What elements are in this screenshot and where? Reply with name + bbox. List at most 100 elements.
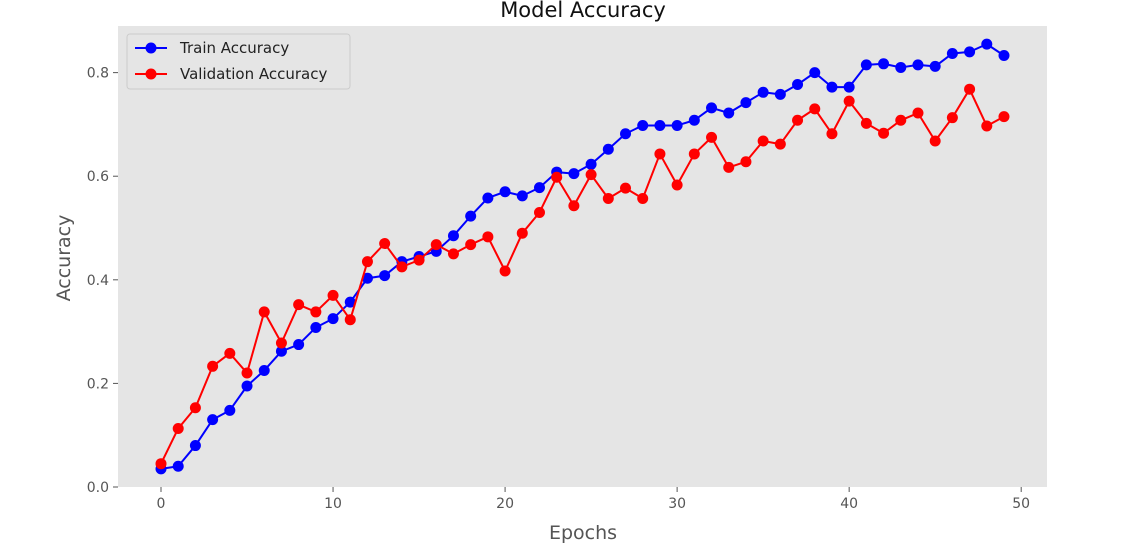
point-train	[998, 50, 1010, 62]
x-tick-label: 20	[496, 496, 514, 512]
point-validation	[757, 135, 769, 147]
point-train	[654, 119, 666, 131]
y-axis: 0.0 0.2 0.4 0.6 0.8	[87, 66, 118, 496]
point-train	[293, 339, 305, 351]
point-train	[740, 97, 752, 109]
point-train	[878, 58, 890, 70]
point-train	[895, 61, 907, 73]
plot-area	[118, 26, 1047, 487]
y-tick-label: 0.2	[87, 376, 109, 392]
point-train	[929, 60, 941, 72]
point-train	[172, 460, 184, 472]
point-validation	[499, 265, 511, 277]
y-tick-label: 0.0	[87, 480, 109, 496]
point-validation	[929, 135, 941, 147]
point-train	[671, 119, 683, 131]
point-train	[344, 296, 356, 308]
point-validation	[172, 422, 184, 434]
point-validation	[809, 103, 821, 115]
point-train	[706, 102, 718, 114]
point-train	[843, 81, 855, 93]
point-validation	[447, 248, 459, 260]
point-train	[499, 186, 511, 198]
point-train	[826, 81, 838, 93]
point-validation	[740, 156, 752, 168]
point-train	[792, 79, 804, 91]
point-validation	[723, 161, 735, 173]
point-validation	[964, 83, 976, 95]
point-validation	[396, 261, 408, 273]
chart-title: Model Accuracy	[500, 0, 666, 22]
x-tick-label: 10	[324, 496, 342, 512]
point-validation	[430, 239, 442, 251]
point-validation	[533, 206, 545, 218]
point-train	[964, 46, 976, 58]
point-validation	[482, 231, 494, 243]
point-train	[688, 114, 700, 126]
point-train	[258, 364, 270, 376]
point-validation	[258, 306, 270, 318]
point-train	[189, 440, 201, 452]
point-train	[912, 59, 924, 71]
point-validation	[878, 127, 890, 139]
point-validation	[843, 95, 855, 107]
point-validation	[895, 114, 907, 126]
legend-entry-validation: Validation Accuracy	[180, 65, 327, 83]
point-validation	[998, 111, 1010, 123]
point-validation	[654, 148, 666, 160]
point-validation	[516, 227, 528, 239]
point-train	[516, 190, 528, 202]
point-validation	[224, 347, 236, 359]
point-validation	[620, 182, 632, 194]
point-train	[568, 168, 580, 180]
point-train	[757, 86, 769, 98]
point-train	[585, 158, 597, 170]
point-validation	[275, 337, 287, 349]
point-train	[946, 47, 958, 59]
legend-marker-validation	[145, 68, 157, 80]
y-tick-label: 0.4	[87, 273, 109, 289]
point-train	[310, 321, 322, 333]
x-tick-label: 30	[668, 496, 686, 512]
point-validation	[792, 114, 804, 126]
x-tick-label: 40	[840, 496, 858, 512]
x-tick-label: 0	[157, 496, 166, 512]
series-layer	[155, 38, 1010, 475]
point-train	[860, 59, 872, 71]
point-validation	[637, 192, 649, 204]
y-tick-label: 0.8	[87, 66, 109, 82]
point-train	[241, 380, 253, 392]
legend: Train Accuracy Validation Accuracy	[126, 33, 351, 90]
point-validation	[946, 112, 958, 124]
legend-entry-train: Train Accuracy	[179, 39, 289, 57]
point-train	[447, 230, 459, 242]
point-train	[224, 404, 236, 416]
point-validation	[344, 314, 356, 326]
point-train	[361, 272, 373, 284]
point-validation	[189, 402, 201, 414]
point-validation	[568, 200, 580, 212]
point-validation	[774, 138, 786, 150]
point-train	[637, 119, 649, 131]
point-validation	[981, 120, 993, 132]
point-train	[207, 414, 219, 426]
x-tick-label: 50	[1012, 496, 1030, 512]
x-axis: 0 10 20 30 40 50	[157, 487, 1030, 512]
point-train	[774, 88, 786, 100]
point-train	[602, 143, 614, 155]
point-validation	[361, 256, 373, 268]
point-train	[482, 192, 494, 204]
point-validation	[585, 169, 597, 181]
point-train	[723, 107, 735, 119]
point-train	[327, 313, 339, 325]
point-validation	[413, 254, 425, 266]
point-validation	[706, 131, 718, 143]
point-validation	[327, 289, 339, 301]
legend-marker-train	[145, 42, 157, 54]
point-validation	[293, 299, 305, 311]
point-validation	[826, 128, 838, 140]
point-validation	[602, 192, 614, 204]
point-train	[620, 128, 632, 140]
point-train	[533, 182, 545, 194]
point-train	[981, 38, 993, 50]
